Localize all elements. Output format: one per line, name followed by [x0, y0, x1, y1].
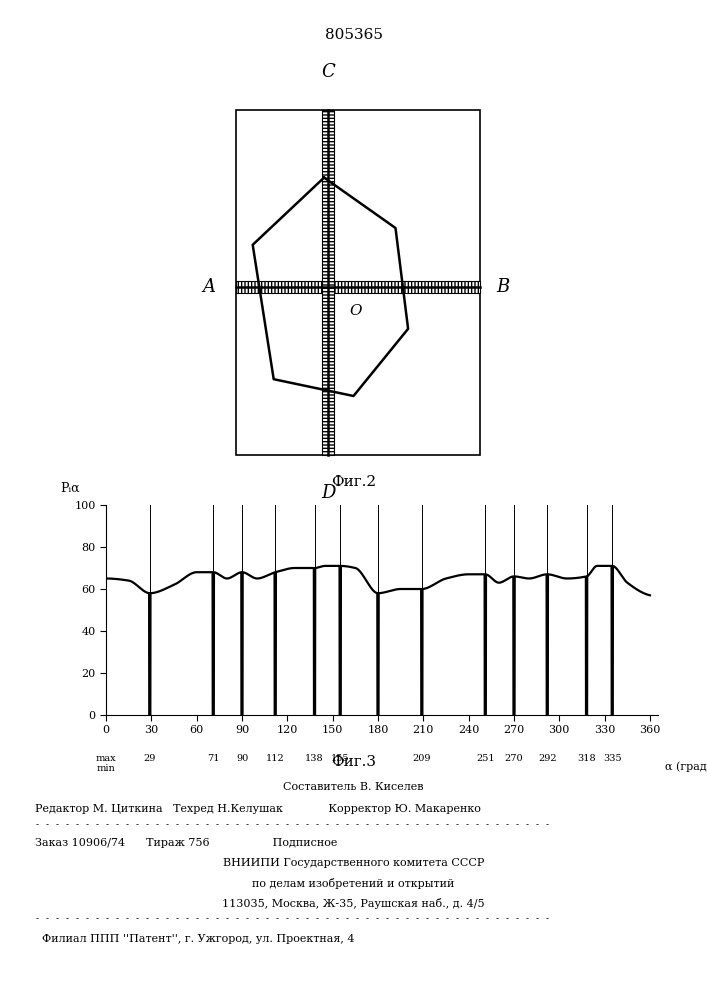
- Text: 112: 112: [266, 754, 285, 763]
- Text: - - - - - - - - - - - - - - - - - - - - - - - - - - - - - - - - - - - - - - - - : - - - - - - - - - - - - - - - - - - - - …: [35, 914, 556, 923]
- Text: 155: 155: [331, 754, 349, 763]
- Text: 292: 292: [538, 754, 556, 763]
- Text: 71: 71: [207, 754, 220, 763]
- Text: D: D: [321, 484, 336, 502]
- Text: 138: 138: [305, 754, 324, 763]
- Text: 90: 90: [236, 754, 248, 763]
- Text: C: C: [322, 63, 335, 81]
- Text: α (град.): α (град.): [665, 761, 707, 772]
- Text: A: A: [202, 278, 215, 296]
- Text: Филиал ППП ''Патент'', г. Ужгород, ул. Проектная, 4: Филиал ППП ''Патент'', г. Ужгород, ул. П…: [35, 934, 355, 944]
- Text: Редактор М. Циткина   Техред Н.Келушак             Корректор Ю. Макаренко: Редактор М. Циткина Техред Н.Келушак Кор…: [35, 804, 481, 814]
- Text: 318: 318: [577, 754, 596, 763]
- Text: 209: 209: [413, 754, 431, 763]
- Text: 805365: 805365: [325, 28, 382, 42]
- Text: 270: 270: [505, 754, 523, 763]
- Text: по делам изобретений и открытий: по делам изобретений и открытий: [252, 878, 455, 889]
- Bar: [236, 281, 479, 293]
- Text: Pᵢα: Pᵢα: [61, 482, 81, 494]
- Text: Фиг.3: Фиг.3: [331, 755, 376, 769]
- Text: max
min: max min: [95, 754, 117, 773]
- Text: 113035, Москва, Ж-35, Раушская наб., д. 4/5: 113035, Москва, Ж-35, Раушская наб., д. …: [222, 898, 485, 909]
- Text: 29: 29: [144, 754, 156, 763]
- Text: 335: 335: [603, 754, 621, 763]
- Text: B: B: [496, 278, 510, 296]
- Text: ВНИИПИ Государственного комитета СССР: ВНИИПИ Государственного комитета СССР: [223, 858, 484, 868]
- Bar: [322, 110, 334, 455]
- Bar: [236, 110, 479, 455]
- Text: Фиг.2: Фиг.2: [331, 475, 376, 489]
- Text: Заказ 10906/74      Тираж 756                  Подписное: Заказ 10906/74 Тираж 756 Подписное: [35, 838, 338, 848]
- Text: 251: 251: [476, 754, 495, 763]
- Text: O: O: [349, 304, 362, 318]
- Text: Составитель В. Киселев: Составитель В. Киселев: [284, 782, 423, 792]
- Text: - - - - - - - - - - - - - - - - - - - - - - - - - - - - - - - - - - - - - - - - : - - - - - - - - - - - - - - - - - - - - …: [35, 820, 556, 829]
